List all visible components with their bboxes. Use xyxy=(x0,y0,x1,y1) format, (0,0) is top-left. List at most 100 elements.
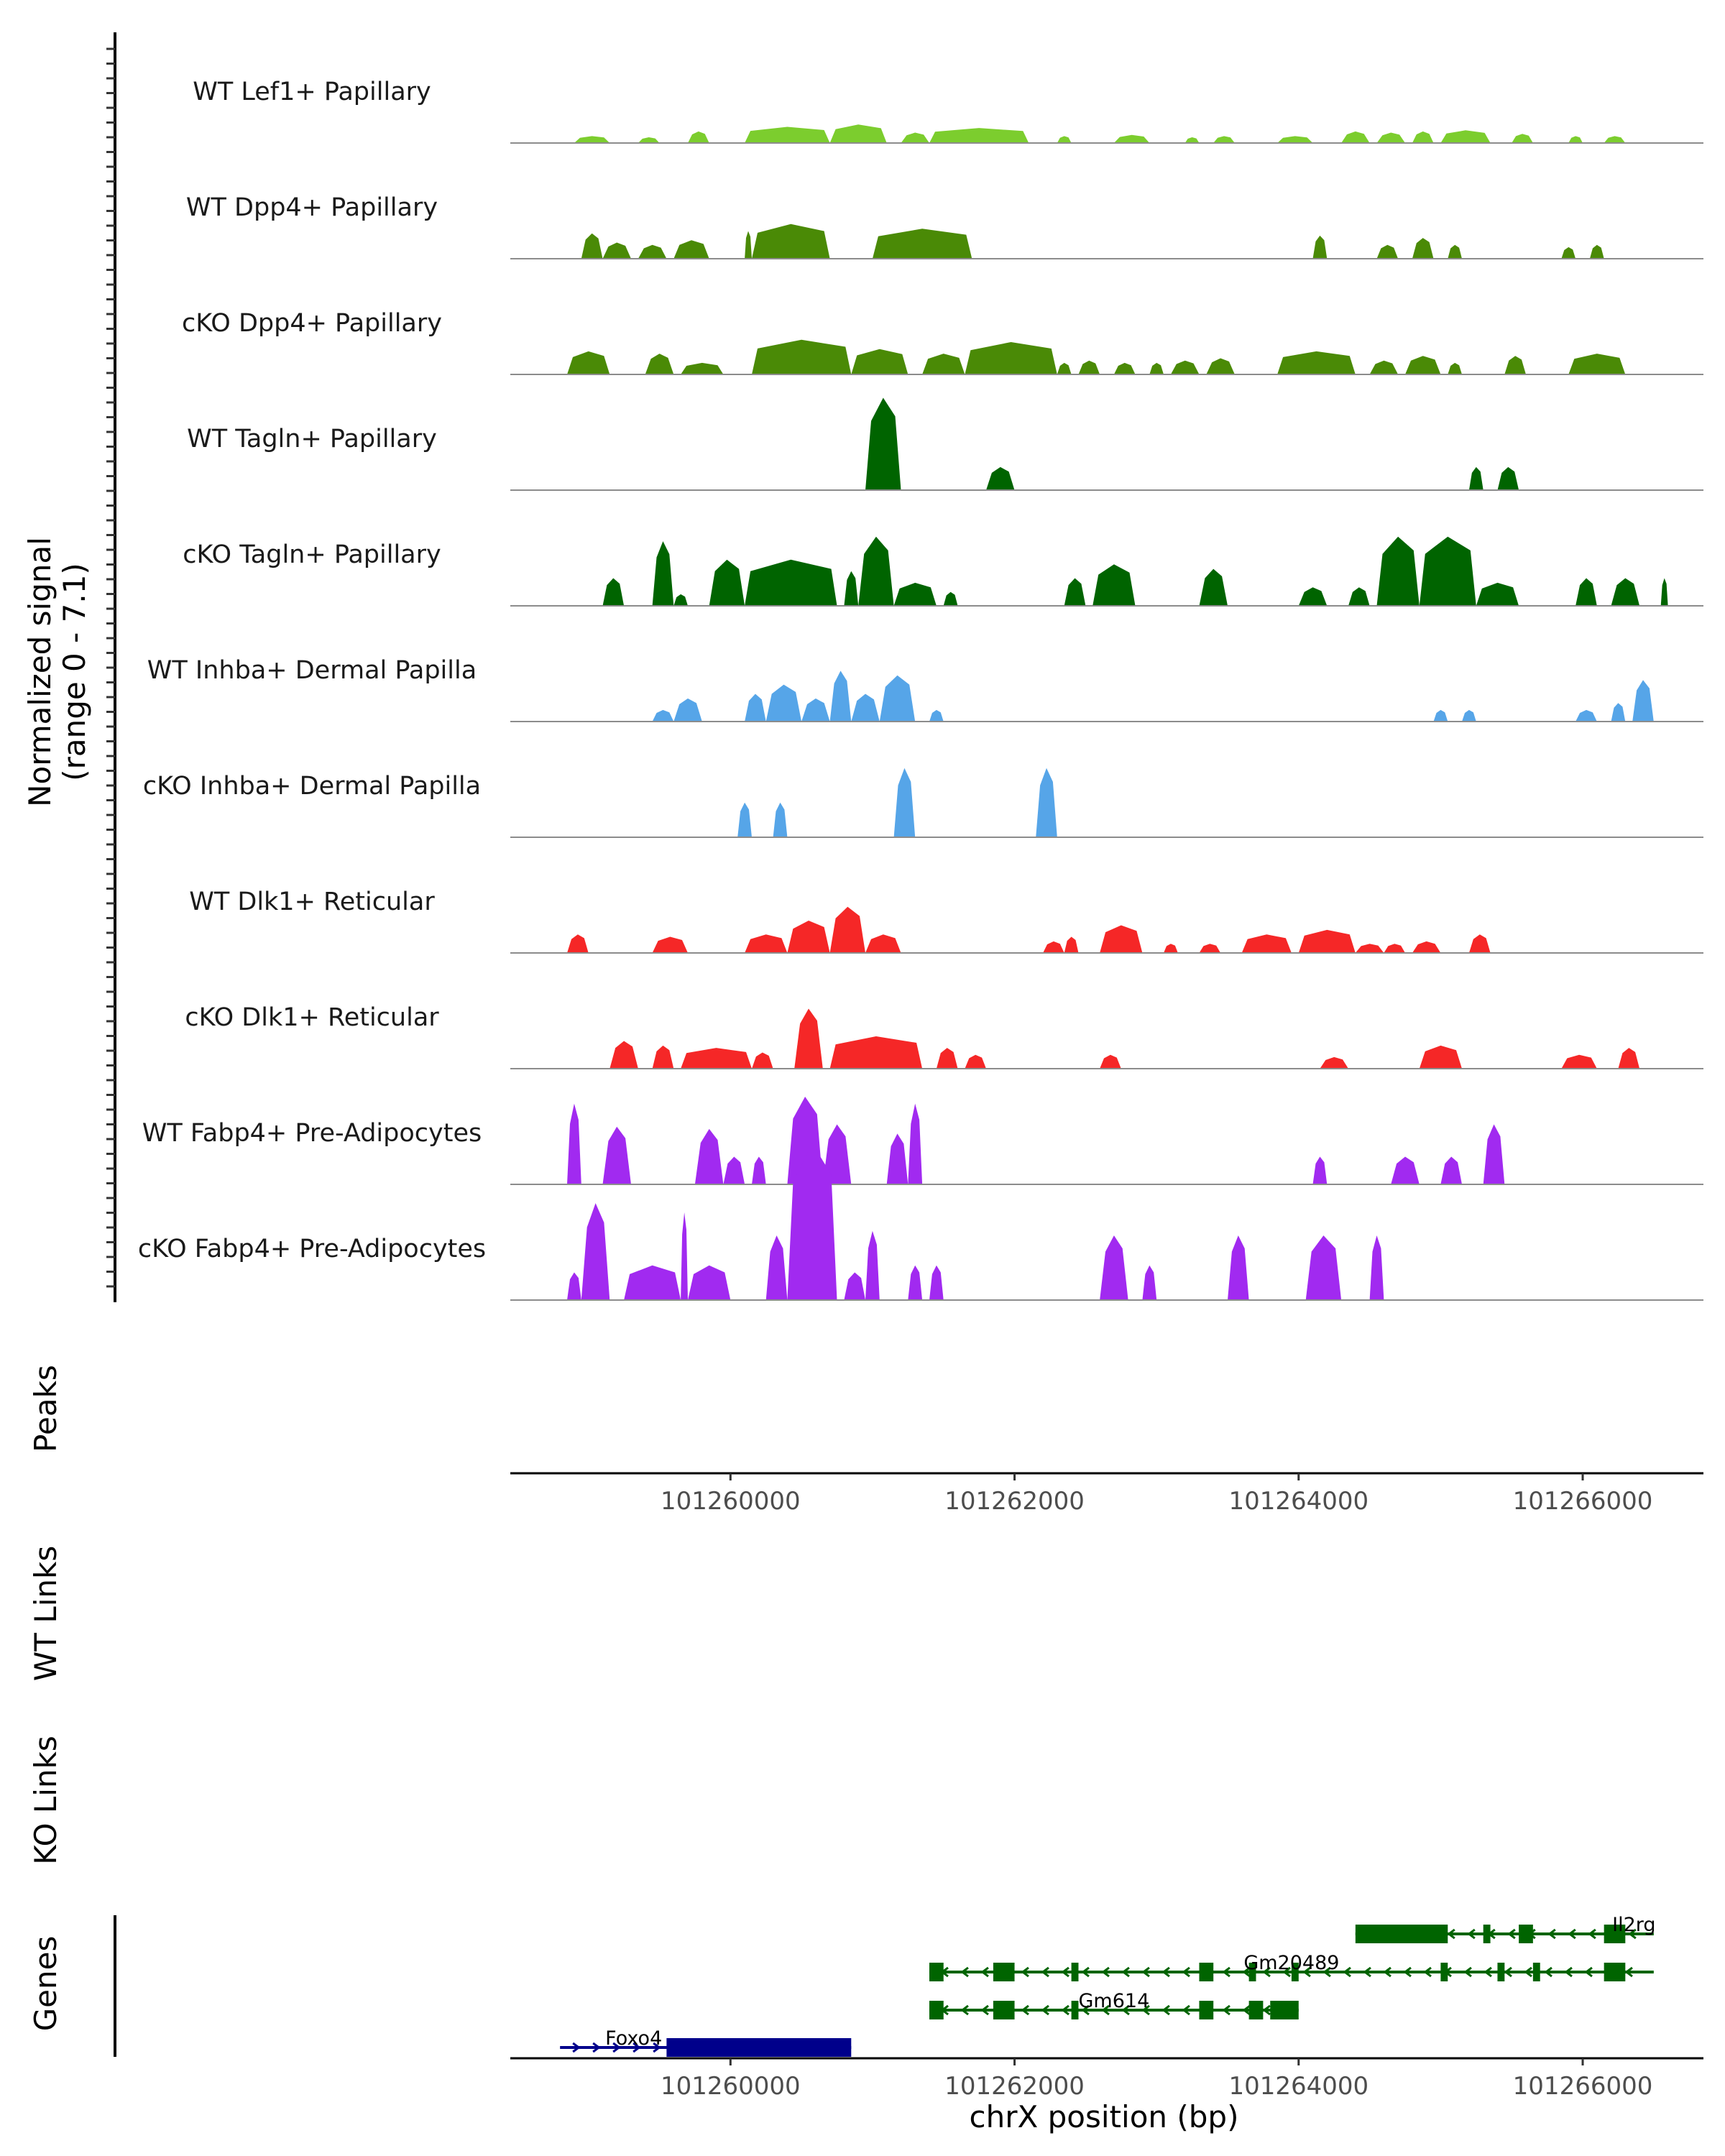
signal-peak xyxy=(1057,136,1072,143)
signal-peak xyxy=(829,906,865,953)
x-tick-label: 101262000 xyxy=(944,1487,1085,1516)
signal-peak xyxy=(1199,568,1228,606)
signal-peak xyxy=(681,1212,688,1300)
strand-arrow xyxy=(1262,2004,1271,2016)
gene-gm614: Gm614 xyxy=(929,1990,1299,2019)
signal-peak xyxy=(1064,936,1079,953)
gene-track: Il2rg Gm20489 Gm614 Foxo4 xyxy=(560,1914,1656,2057)
signal-peak xyxy=(681,1048,752,1069)
track-1: WT Lef1+ Papillary xyxy=(193,78,1703,144)
strand-arrow xyxy=(1162,1966,1170,1978)
signal-peak xyxy=(1419,1045,1462,1069)
signal-peak xyxy=(908,1103,923,1184)
x-tick-label: 101262000 xyxy=(944,2072,1085,2101)
signal-peak xyxy=(1419,536,1476,606)
signal-peak xyxy=(1312,1156,1328,1184)
signal-peak xyxy=(1228,1235,1249,1300)
signal-peak xyxy=(1497,466,1519,490)
gene-exon xyxy=(1497,1963,1505,1981)
signal-peak xyxy=(745,694,766,722)
signal-peak xyxy=(1504,356,1526,374)
signal-peak xyxy=(1369,360,1399,374)
signal-peak xyxy=(624,1265,681,1300)
track-label: WT Tagln+ Papillary xyxy=(187,425,437,453)
track-label: cKO Dpp4+ Papillary xyxy=(182,309,442,338)
signal-peak xyxy=(567,1103,581,1184)
signal-peak xyxy=(908,1265,923,1300)
track-10: WT Fabp4+ Pre-Adipocytes xyxy=(142,1097,1703,1185)
track-label: WT Lef1+ Papillary xyxy=(193,78,431,106)
gene-exon xyxy=(993,1963,1015,1981)
track-8: WT Dlk1+ Reticular xyxy=(189,888,1703,954)
gene-exon xyxy=(1071,1963,1079,1981)
signal-peak xyxy=(1277,351,1356,374)
strand-arrow xyxy=(1363,1966,1371,1978)
signal-peak xyxy=(1440,1156,1462,1184)
signal-peak xyxy=(929,128,1029,143)
signal-peak xyxy=(787,1143,837,1300)
gene-exon xyxy=(929,2001,944,2019)
signal-peak xyxy=(1448,244,1462,259)
gene-exon xyxy=(1532,1963,1540,1981)
signal-peak xyxy=(865,1230,880,1300)
signal-peak xyxy=(673,698,702,722)
track-label: WT Dpp4+ Papillary xyxy=(186,193,438,222)
signal-peak xyxy=(1149,362,1164,374)
signal-peak xyxy=(567,1272,581,1300)
signal-peak xyxy=(1391,1156,1420,1184)
signal-peak xyxy=(745,559,837,606)
strand-arrow xyxy=(1242,2004,1251,2016)
signal-peak xyxy=(1468,466,1484,490)
signal-peak xyxy=(745,231,752,259)
signal-peak xyxy=(1376,244,1399,259)
track-label: WT Dlk1+ Reticular xyxy=(189,888,435,916)
strand-arrow xyxy=(1041,1966,1049,1978)
signal-peak xyxy=(1320,1056,1348,1069)
strand-arrow xyxy=(980,2004,989,2016)
track-4: WT Tagln+ Papillary xyxy=(187,397,1703,491)
signal-peak xyxy=(965,1054,986,1069)
signal-peak xyxy=(723,1156,745,1184)
side-labels: Peaks WT Links KO Links Genes xyxy=(28,1365,116,2057)
strand-arrow xyxy=(1544,1966,1552,1978)
signal-peak xyxy=(1057,362,1072,374)
signal-peak xyxy=(1305,1235,1342,1300)
signal-peak xyxy=(673,594,688,606)
signal-peak xyxy=(1412,131,1434,143)
strand-arrow xyxy=(1101,1966,1110,1978)
strand-arrow xyxy=(1041,2004,1049,2016)
signal-peak xyxy=(773,802,788,837)
x-tick-label: 101264000 xyxy=(1228,2072,1368,2101)
track-9: cKO Dlk1+ Reticular xyxy=(185,1003,1703,1069)
signal-peak xyxy=(1632,680,1654,722)
strand-arrow xyxy=(1081,2004,1090,2016)
gene-label: Gm20489 xyxy=(1243,1952,1339,1974)
signal-peak xyxy=(1369,1235,1384,1300)
signal-peak xyxy=(1568,136,1583,143)
strand-arrow xyxy=(1222,2004,1230,2016)
signal-peak xyxy=(851,349,908,374)
signal-peak xyxy=(688,1265,731,1300)
signal-peak xyxy=(1113,134,1150,143)
signal-peak xyxy=(752,1156,766,1184)
signal-peak xyxy=(986,466,1015,490)
signal-peak xyxy=(801,698,830,722)
track-label: cKO Inhba+ Dermal Papilla xyxy=(143,772,481,801)
signal-peak xyxy=(879,675,916,722)
signal-peak xyxy=(765,1235,788,1300)
strand-arrow xyxy=(1547,1928,1556,1940)
y-axis-title: Normalized signal(range 0 - 7.1) xyxy=(22,537,92,807)
x-tick-label: 101266000 xyxy=(1513,2072,1653,2101)
panel-label: KO Links xyxy=(28,1736,63,1865)
track-6: WT Inhba+ Dermal Papilla xyxy=(147,656,1703,722)
signal-peak xyxy=(794,1008,823,1069)
peaks-x-axis: 101260000 101262000 101264000 101266000 xyxy=(510,1472,1703,1516)
signal-peak xyxy=(1241,934,1292,953)
strand-arrow xyxy=(1423,1966,1432,1978)
gene-foxo4: Foxo4 xyxy=(560,2027,852,2057)
signal-peak xyxy=(851,694,880,722)
signal-peak xyxy=(1298,587,1328,606)
signal-peak xyxy=(929,1265,944,1300)
signal-peak xyxy=(1100,1235,1128,1300)
signal-peak xyxy=(1462,709,1476,722)
